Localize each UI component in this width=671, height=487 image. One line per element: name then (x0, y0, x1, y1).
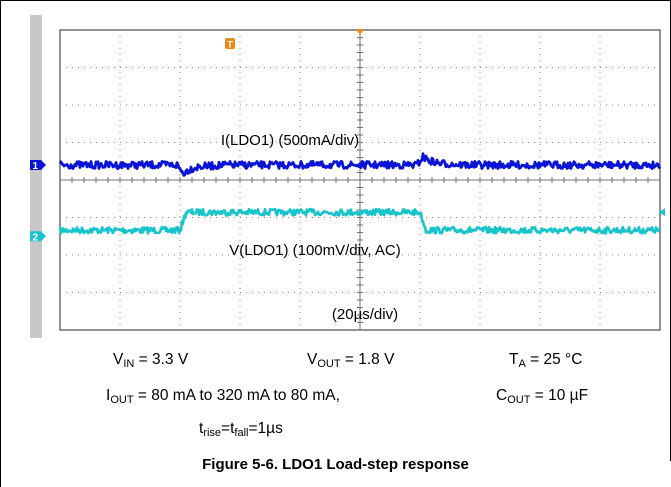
trigger-position-arrow[interactable] (356, 29, 364, 35)
condition-trise-tfall: trise=tfall=1µs (199, 420, 283, 439)
channel-strip (30, 15, 42, 338)
channel-marker-label: 1 (33, 161, 39, 172)
series-label-voltage: V(LDO1) (100mV/div, AC) (229, 242, 400, 259)
condition-cout: COUT = 10 µF (496, 387, 589, 406)
series-line-2 (58, 207, 661, 235)
page-border (0, 461, 20, 487)
figure-title: Figure 5-6. LDO1 Load-step response (202, 456, 469, 473)
markers: 2 1 T (30, 29, 665, 243)
condition-vin: VIN = 3.3 V (113, 351, 189, 370)
channel-marker-label: 2 (33, 232, 39, 243)
condition-ta: TA = 25 °C (509, 351, 583, 370)
series-label-current: I(LDO1) (500mA/div) (221, 132, 359, 149)
oscilloscope-plot: 2 1 T I(LDO1) (500mA/div) V(LDO1) (100mV/d… (30, 15, 665, 338)
grid (60, 30, 660, 330)
channel-marker-1[interactable]: 1 (30, 160, 46, 172)
condition-iout: IOUT = 80 mA to 320 mA to 80 mA, (106, 387, 340, 406)
series-line-1 (58, 152, 662, 177)
trigger-marker[interactable]: T (225, 38, 235, 50)
traces (58, 152, 662, 235)
time-scale-label: (20µs/div) (332, 306, 398, 323)
trigger-marker-label: T (227, 40, 233, 50)
channel-marker-2[interactable]: 2 (30, 231, 46, 243)
trigger-level-arrow[interactable] (659, 208, 665, 217)
condition-vout: VOUT = 1.8 V (307, 351, 395, 370)
